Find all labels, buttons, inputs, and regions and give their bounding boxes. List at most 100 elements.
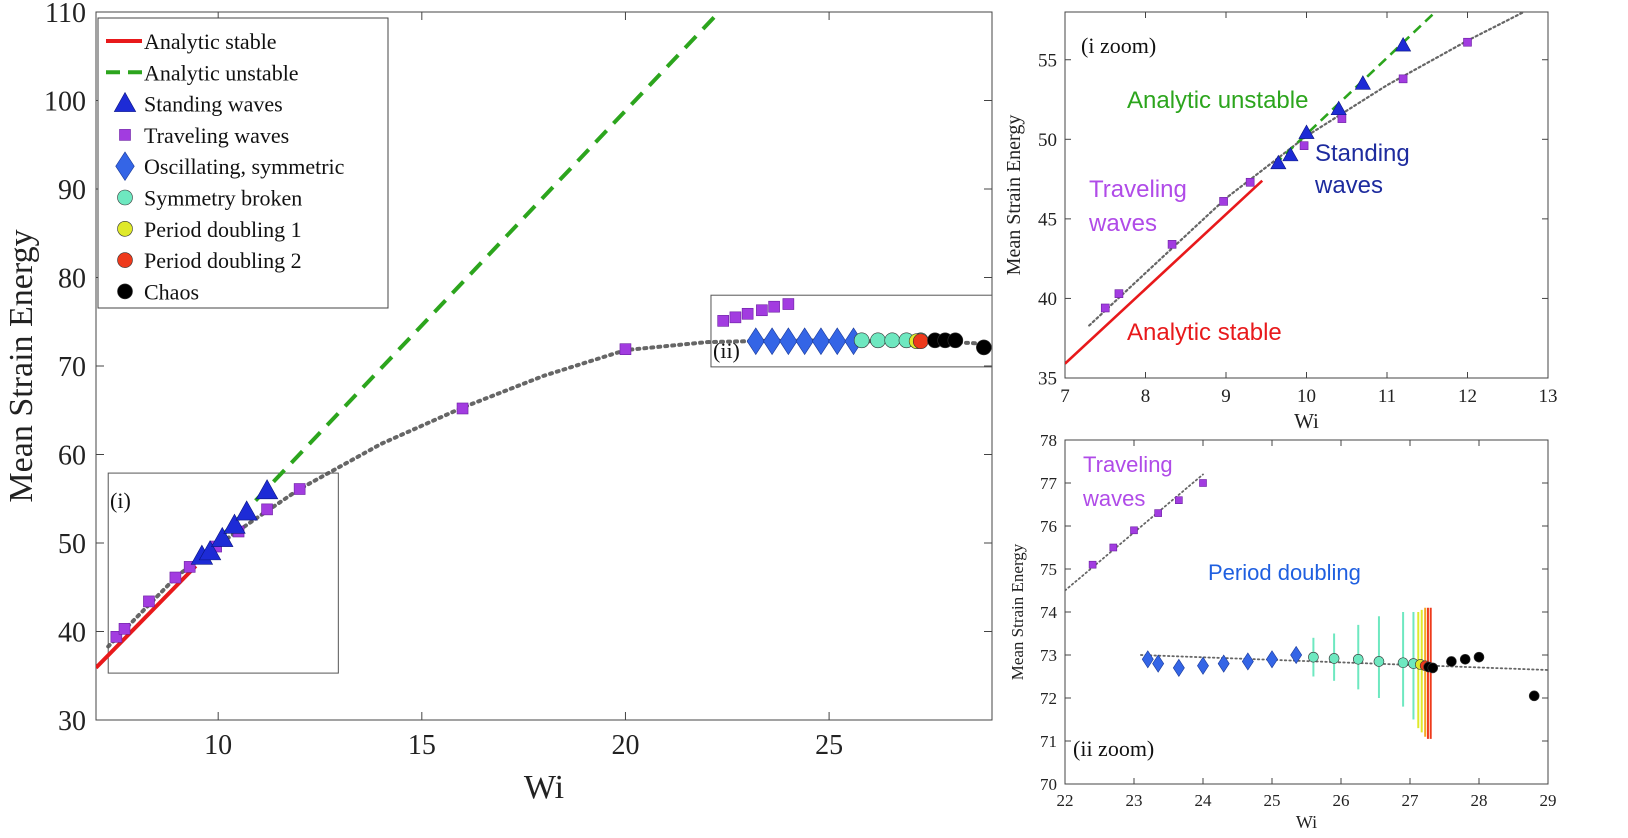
zoom-i-annotation: Traveling — [1089, 176, 1187, 203]
zoom_ii-point-oscillating-symmetric — [1152, 654, 1165, 673]
legend-label-analytic-stable: Analytic stable — [144, 29, 277, 54]
zoom_ii-ytick-label: 77 — [1040, 474, 1058, 493]
zoom_i-point-traveling-waves — [1167, 240, 1177, 249]
inset-label-ii: (ii) — [713, 338, 740, 363]
main-xtick-label: 20 — [611, 730, 639, 761]
main-point-chaos — [976, 339, 992, 356]
main-point-chaos — [947, 332, 964, 349]
legend-label-oscillating-symmetric: Oscillating, symmetric — [144, 154, 345, 179]
zoom_ii-xtick-label: 29 — [1540, 791, 1557, 810]
zoom_ii-point-traveling-waves — [1199, 479, 1207, 487]
zoom_i-point-traveling-waves — [1114, 289, 1124, 298]
zoom_i-point-standing-waves — [1330, 100, 1347, 116]
zoom_i-point-standing-waves — [1354, 75, 1371, 90]
zoom_i-point-standing-waves — [1395, 36, 1412, 52]
zoom_ii-point-chaos — [1473, 651, 1485, 663]
main-ytick-label: 100 — [44, 86, 86, 117]
main-point-period-doubling-2 — [912, 333, 929, 350]
legend-label-period-doubling-2: Period doubling 2 — [144, 248, 302, 273]
zoom_ii-point-oscillating-symmetric — [1172, 658, 1185, 677]
zoom-i-annotation: Standing — [1315, 140, 1410, 167]
zoom_i-point-standing-waves — [1298, 124, 1315, 139]
legend-label-chaos: Chaos — [144, 279, 199, 304]
zoom_ii-ytick-label: 73 — [1040, 646, 1057, 665]
main-point-oscillating-symmetric — [746, 327, 765, 356]
zoom_ii-point-symmetry-broken — [1373, 656, 1385, 667]
main-point-traveling-waves — [293, 483, 306, 495]
main-point-traveling-waves — [782, 298, 795, 310]
zoom_ii-xtick-label: 22 — [1057, 791, 1074, 810]
zoom_ii-point-symmetry-broken — [1397, 657, 1409, 669]
main-point-oscillating-symmetric — [828, 327, 847, 356]
zoom_i-xtick-label: 12 — [1458, 386, 1477, 407]
zoom_ii-xtick-label: 24 — [1195, 791, 1213, 810]
main-xtick-label: 15 — [408, 730, 436, 761]
legend-label-standing-waves: Standing waves — [144, 92, 283, 117]
zoom_ii-point-oscillating-symmetric — [1141, 650, 1154, 669]
main-xtick-label: 10 — [204, 730, 232, 761]
main-point-oscillating-symmetric — [779, 327, 798, 356]
main-point-traveling-waves — [768, 300, 780, 313]
main-point-standing-waves — [255, 479, 279, 500]
legend-box — [97, 17, 389, 309]
zoom_ii-ytick-label: 75 — [1040, 560, 1057, 579]
zoom_i-point-traveling-waves — [1299, 141, 1309, 150]
main-ytick-label: 60 — [58, 440, 86, 471]
zoom_ii-point-oscillating-symmetric — [1266, 650, 1278, 669]
zoom_i-plot-content — [1065, 12, 1525, 365]
zoom_i-xtick-label: 13 — [1539, 386, 1558, 407]
main-ytick-label: 70 — [58, 352, 86, 383]
zoom_i-xtick-label: 9 — [1221, 386, 1231, 407]
main-xtick-label: 25 — [815, 730, 843, 761]
main-point-traveling-waves — [717, 315, 730, 327]
zoom_i-analytic-unstable-line — [1273, 12, 1437, 166]
main-y-axis-label: Mean Strain Energy — [3, 229, 40, 502]
main-point-oscillating-symmetric — [795, 327, 814, 356]
main-chart: 10 15 20 25 30 40 50 60 70 80 90 100 110 Wi Mean Strai… — [3, 0, 993, 806]
zoom_ii-point-traveling-waves — [1175, 496, 1183, 505]
zoom_i-point-traveling-waves — [1100, 303, 1110, 313]
zoom_ii-point-traveling-waves — [1154, 509, 1162, 517]
main-plot-content — [96, 12, 992, 674]
main-point-standing-waves — [211, 526, 234, 547]
zoom_i-xtick-label: 10 — [1297, 386, 1316, 407]
zoom_ii-point-traveling-waves — [1109, 543, 1118, 552]
zoom-ii-annotation: Period doubling — [1208, 560, 1361, 585]
zoom_ii-point-oscillating-symmetric — [1217, 654, 1230, 673]
zoom_i-analytic-stable-line — [1065, 179, 1264, 365]
main-ytick-label: 90 — [58, 175, 86, 206]
main-point-traveling-waves — [169, 571, 182, 584]
main-point-traveling-waves — [729, 311, 742, 324]
zoom_ii-point-oscillating-symmetric — [1290, 645, 1303, 665]
main-point-traveling-waves — [110, 631, 123, 643]
zoom_ii-xtick-label: 23 — [1126, 791, 1143, 810]
zoom-ii-annotation: waves — [1082, 486, 1145, 511]
zoom_ii-xtick-label: 25 — [1264, 791, 1281, 810]
main-point-symmetry-broken — [853, 332, 870, 349]
zoom_ii-point-chaos — [1528, 690, 1540, 702]
main-ytick-label: 80 — [58, 263, 86, 294]
zoom_ii-ytick-label: 71 — [1040, 732, 1057, 751]
zoom_i-ytick-label: 40 — [1038, 289, 1057, 310]
main-point-oscillating-symmetric — [811, 327, 830, 356]
main-inset-box — [107, 472, 339, 674]
main-ytick-label: 40 — [58, 617, 86, 648]
zoom_ii-xtick-label: 28 — [1471, 791, 1488, 810]
main-point-traveling-waves — [183, 561, 196, 573]
zoom_ii-plot-area — [1064, 439, 1549, 785]
zoom_i-xtick-label: 11 — [1378, 386, 1396, 407]
main-point-traveling-waves — [118, 623, 131, 635]
legend-label-period-doubling-1: Period doubling 1 — [144, 217, 302, 242]
zoom_ii-point-symmetry-broken — [1328, 653, 1340, 664]
zoom-i-title: (i zoom) — [1081, 33, 1156, 58]
main-point-symmetry-broken — [884, 332, 901, 349]
legend-label-analytic-unstable: Analytic unstable — [144, 60, 299, 85]
zoom_ii-point-symmetry-broken — [1308, 651, 1319, 663]
zoom_ii-xtick-label: 27 — [1402, 791, 1420, 810]
zoom-i-annotation: waves — [1314, 172, 1383, 199]
main-x-axis-label: Wi — [524, 769, 564, 806]
zoom_ii-xtick-label: 26 — [1333, 791, 1350, 810]
zoom_ii-ytick-label: 78 — [1040, 431, 1057, 450]
main-ytick-label: 110 — [45, 0, 86, 29]
main-point-oscillating-symmetric — [763, 327, 782, 356]
